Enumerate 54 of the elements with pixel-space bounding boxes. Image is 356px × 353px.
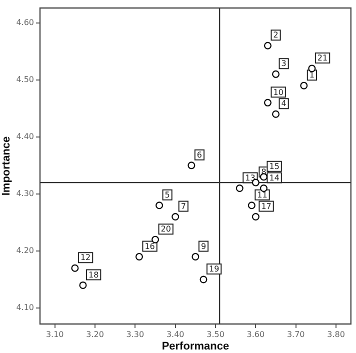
- annotation: 17: [261, 202, 272, 211]
- annotation: 18: [88, 270, 99, 280]
- annotation: 21: [317, 54, 328, 63]
- y-tick-label: 4.40: [16, 132, 34, 141]
- annotation: 9: [200, 242, 206, 251]
- annotation: 6: [196, 150, 202, 160]
- annotation: 10: [273, 88, 284, 97]
- point: [252, 213, 260, 221]
- annotation: 2: [273, 30, 278, 40]
- point: [188, 162, 196, 170]
- y-tick-label: 4.50: [16, 74, 34, 84]
- point: [264, 42, 272, 50]
- point: [236, 184, 244, 192]
- annotation: 11: [257, 190, 268, 200]
- y-tick-label: 4.30: [16, 189, 34, 198]
- point: [200, 276, 208, 284]
- point: [260, 173, 268, 181]
- x-tick-label: 3.80: [327, 330, 345, 339]
- annotation: 16: [144, 242, 155, 251]
- point: [71, 264, 79, 272]
- annotation: 7: [180, 202, 186, 211]
- point: [172, 213, 180, 221]
- x-tick-label: 3.70: [286, 330, 305, 339]
- annotation: 3: [281, 59, 286, 68]
- point: [300, 82, 308, 90]
- point: [79, 281, 87, 289]
- x-tick-label: 3.50: [206, 330, 224, 339]
- point: [192, 252, 200, 260]
- point: [260, 184, 268, 192]
- y-tick-label: 4.60: [16, 18, 34, 27]
- point: [308, 64, 316, 72]
- x-tick-label: 3.30: [126, 330, 144, 339]
- point: [152, 236, 160, 244]
- point: [156, 202, 164, 210]
- x-tick-label: 3.60: [246, 330, 265, 339]
- x-tick-label: 3.10: [46, 330, 64, 339]
- annotation: 5: [164, 190, 170, 200]
- y-tick-label: 4.20: [16, 246, 34, 256]
- point: [135, 252, 143, 260]
- y-axis-title: Importance: [0, 136, 13, 196]
- point: [272, 110, 280, 118]
- x-tick-label: 3.40: [166, 330, 184, 339]
- point: [264, 98, 272, 106]
- annotation: 20: [160, 224, 171, 234]
- point: [272, 70, 280, 78]
- annotation: 19: [208, 264, 220, 274]
- point: [248, 202, 256, 210]
- y-tick-label: 4.10: [16, 303, 34, 312]
- annotation: 14: [269, 173, 280, 182]
- annotation: 4: [281, 99, 286, 108]
- x-axis-title: Performance: [162, 340, 230, 352]
- annotation: 15: [269, 162, 280, 171]
- annotation: 12: [80, 253, 91, 262]
- x-tick-label: 3.20: [86, 330, 104, 339]
